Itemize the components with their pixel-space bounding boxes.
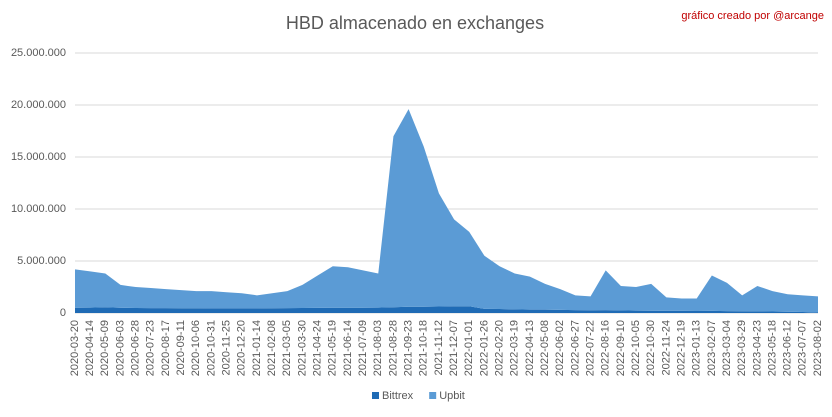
legend-label: Upbit: [439, 390, 465, 402]
x-tick-label: 2023-04-23: [751, 320, 763, 376]
x-tick-label: 2022-07-22: [584, 320, 596, 376]
x-tick-label: 2021-12-07: [448, 320, 460, 376]
x-tick-label: 2021-01-14: [251, 320, 263, 376]
x-tick-label: 2020-03-20: [69, 320, 81, 376]
x-tick-label: 2021-08-28: [387, 320, 399, 376]
area: [75, 306, 818, 313]
x-tick-label: 2020-12-20: [236, 320, 248, 376]
x-tick-label: 2020-10-31: [205, 320, 217, 376]
x-tick-label: 2023-05-18: [766, 320, 778, 376]
chart-title: HBD almacenado en exchanges: [286, 13, 544, 33]
y-tick-label: 5.000.000: [17, 255, 66, 267]
x-tick-label: 2021-04-24: [312, 320, 324, 376]
x-tick-label: 2022-01-01: [463, 320, 475, 376]
x-tick-label: 2021-06-14: [342, 320, 354, 376]
x-tick-label: 2021-09-23: [402, 320, 414, 376]
x-tick-label: 2022-09-10: [615, 320, 627, 376]
legend-label: Bittrex: [382, 390, 414, 402]
x-tick-label: 2022-05-08: [539, 320, 551, 376]
x-tick-label: 2023-01-13: [691, 320, 703, 376]
x-tick-label: 2020-10-06: [190, 320, 202, 376]
y-tick-label: 10.000.000: [11, 203, 66, 215]
x-tick-label: 2023-02-07: [706, 320, 718, 376]
x-tick-label: 2022-10-05: [630, 320, 642, 376]
x-tick-label: 2022-10-30: [645, 320, 657, 376]
x-tick-label: 2021-11-12: [433, 320, 445, 375]
y-tick-label: 25.000.000: [11, 47, 66, 59]
x-tick-label: 2021-08-03: [372, 320, 384, 376]
x-tick-label: 2020-11-25: [221, 320, 233, 375]
x-tick-label: 2023-08-02: [812, 320, 824, 376]
x-tick-label: 2020-06-03: [114, 320, 126, 376]
x-tick-label: 2021-10-18: [418, 320, 430, 376]
x-tick-label: 2020-07-23: [145, 320, 157, 376]
x-tick-label: 2020-09-11: [175, 320, 187, 375]
y-tick-label: 0: [60, 307, 66, 319]
legend-swatch: [372, 392, 379, 399]
x-tick-label: 2020-05-09: [99, 320, 111, 376]
x-tick-label: 2021-03-05: [281, 320, 293, 376]
x-tick-label: 2022-12-19: [675, 320, 687, 376]
x-tick-label: 2021-02-08: [266, 320, 278, 376]
x-tick-label: 2021-03-30: [296, 320, 308, 376]
x-tick-label: 2022-04-13: [524, 320, 536, 376]
x-tick-label: 2022-06-02: [554, 320, 566, 376]
legend-swatch: [429, 392, 437, 399]
x-tick-label: 2021-05-19: [327, 320, 339, 376]
x-tick-label: 2023-07-07: [797, 320, 809, 376]
x-tick-label: 2022-03-19: [509, 320, 521, 376]
x-tick-label: 2020-08-17: [160, 320, 172, 376]
x-tick-label: 2023-03-29: [736, 320, 748, 376]
x-tick-label: 2022-02-20: [493, 320, 505, 376]
y-tick-label: 20.000.000: [11, 99, 66, 111]
area: [75, 109, 818, 313]
x-tick-label: 2022-11-24: [660, 320, 672, 375]
x-tick-label: 2023-03-04: [721, 320, 733, 376]
x-tick-label: 2023-06-12: [782, 320, 794, 376]
annotation: gráfico creado por @arcange: [681, 10, 824, 22]
x-tick-label: 2021-07-09: [357, 320, 369, 376]
x-tick-label: 2020-06-28: [130, 320, 142, 376]
x-tick-label: 2020-04-14: [84, 320, 96, 376]
x-tick-label: 2022-06-27: [569, 320, 581, 376]
x-tick-label: 2022-01-26: [478, 320, 490, 376]
y-tick-label: 15.000.000: [11, 151, 66, 163]
x-tick-label: 2022-08-16: [600, 320, 612, 376]
